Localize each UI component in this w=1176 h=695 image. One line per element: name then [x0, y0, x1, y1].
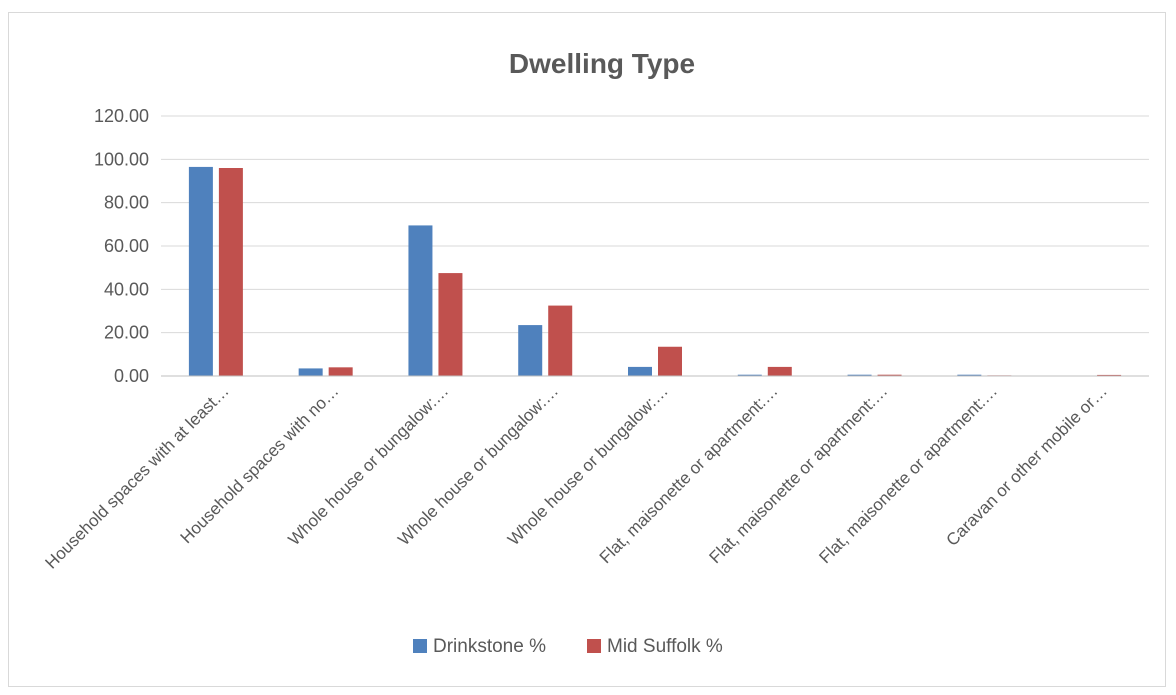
- chart-frame: Dwelling Type 0.00 20.00 40.00 60.00 80.00 10…: [8, 12, 1166, 687]
- bar: [438, 273, 462, 376]
- legend: Drinkstone % Mid Suffolk %: [413, 636, 723, 657]
- y-tick-label: 0.00: [114, 366, 149, 386]
- bar: [628, 367, 652, 376]
- gridlines: [161, 116, 1149, 333]
- bar: [189, 167, 213, 376]
- legend-swatch: [587, 639, 601, 653]
- y-axis-ticks: 0.00 20.00 40.00 60.00 80.00 100.00 120.00: [94, 106, 149, 386]
- x-tick-label: Household spaces with at least…: [42, 381, 233, 572]
- legend-label: Drinkstone %: [433, 636, 546, 657]
- legend-label: Mid Suffolk %: [607, 636, 723, 657]
- x-axis-ticks: Household spaces with at least…Household…: [42, 381, 1111, 572]
- legend-swatch: [413, 639, 427, 653]
- y-tick-label: 80.00: [104, 193, 149, 213]
- bar: [408, 225, 432, 376]
- bar: [219, 168, 243, 376]
- x-tick-label: Flat, maisonette or apartment:…: [815, 381, 1001, 567]
- bar: [658, 347, 682, 376]
- y-tick-label: 60.00: [104, 236, 149, 256]
- bars: [189, 167, 1121, 376]
- bar: [299, 368, 323, 376]
- bar: [329, 367, 353, 376]
- x-tick-label: Flat, maisonette or apartment:…: [596, 381, 782, 567]
- y-tick-label: 120.00: [94, 106, 149, 126]
- bar: [548, 306, 572, 376]
- chart-title: Dwelling Type: [509, 48, 695, 79]
- y-tick-label: 40.00: [104, 279, 149, 299]
- y-tick-label: 100.00: [94, 149, 149, 169]
- chart: Dwelling Type 0.00 20.00 40.00 60.00 80.00 10…: [9, 13, 1167, 688]
- bar: [768, 367, 792, 376]
- x-tick-label: Flat, maisonette or apartment:…: [706, 381, 892, 567]
- bar: [518, 325, 542, 376]
- y-tick-label: 20.00: [104, 323, 149, 343]
